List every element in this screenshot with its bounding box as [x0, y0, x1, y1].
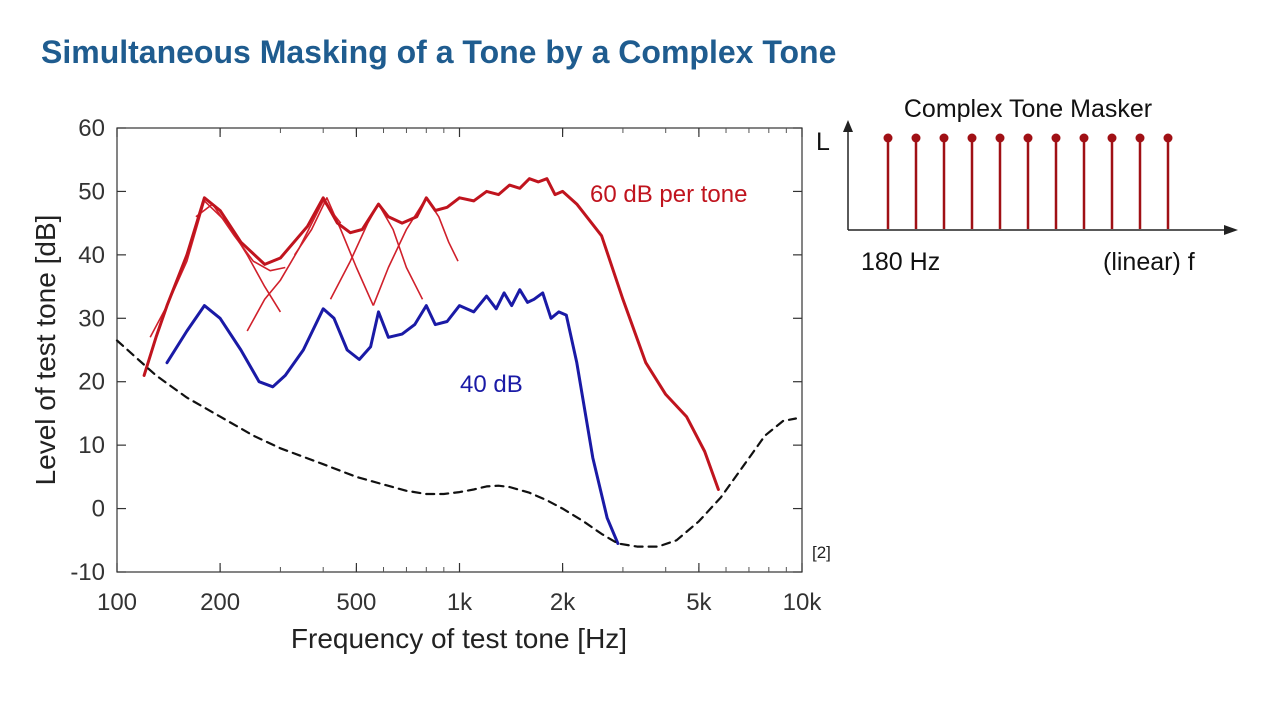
inset-y-label: L: [816, 128, 830, 156]
y-tick-label: 20: [78, 369, 105, 396]
masking-branch-line: [329, 203, 424, 300]
x-tick-label: 100: [97, 589, 137, 616]
harmonic-dot: [995, 133, 1005, 143]
y-tick-label: 50: [78, 178, 105, 205]
series-layer: [115, 177, 798, 548]
reference-label: [2]: [812, 543, 831, 562]
x-axis-ticks: 100 200 500 1k 2k 5k 10k: [97, 128, 822, 616]
inset-start-label: 180 Hz: [861, 248, 940, 276]
inset-x-arrow-icon: [1224, 225, 1238, 235]
series-40db-line: [165, 288, 620, 545]
series-60db-line: [142, 177, 720, 491]
harmonic-dot: [911, 133, 921, 143]
x-axis-label: Frequency of test tone [Hz]: [291, 623, 627, 654]
y-tick-label: -10: [70, 559, 105, 586]
harmonic-dot: [967, 133, 977, 143]
x-tick-label: 200: [200, 589, 240, 616]
x-tick-label: 500: [336, 589, 376, 616]
annotation-40db: 40 dB: [460, 371, 523, 398]
threshold-in-quiet-line: [115, 339, 798, 548]
x-tick-label: 1k: [447, 589, 473, 616]
slide-title: Simultaneous Masking of a Tone by a Comp…: [41, 34, 837, 70]
inset-harmonics: [883, 133, 1173, 229]
masking-branch-line: [149, 200, 282, 338]
inset-complex-tone: Complex Tone Masker L 180 Hz (linear) f: [816, 95, 1238, 276]
x-tick-label: 10k: [783, 589, 823, 616]
inset-title: Complex Tone Masker: [904, 95, 1152, 123]
inset-y-arrow-icon: [843, 120, 853, 132]
harmonic-dot: [939, 133, 949, 143]
masking-branch-line: [195, 203, 286, 272]
x-tick-label: 5k: [686, 589, 712, 616]
y-tick-label: 60: [78, 115, 105, 142]
y-tick-label: 10: [78, 432, 105, 459]
harmonic-dot: [1135, 133, 1145, 143]
inset-x-label: (linear) f: [1103, 248, 1195, 276]
harmonic-dot: [1163, 133, 1173, 143]
y-axis-ticks: 60 50 40 30 20 10 0 -10: [70, 115, 802, 586]
y-axis-label: Level of test tone [dB]: [30, 215, 61, 486]
harmonic-dot: [1079, 133, 1089, 143]
y-tick-label: 0: [92, 496, 105, 523]
harmonic-dot: [1051, 133, 1061, 143]
harmonic-dot: [1107, 133, 1117, 143]
harmonic-dot: [1023, 133, 1033, 143]
y-tick-label: 40: [78, 242, 105, 269]
y-tick-label: 30: [78, 305, 105, 332]
annotation-60db: 60 dB per tone: [590, 181, 747, 208]
x-tick-label: 2k: [550, 589, 576, 616]
harmonic-dot: [883, 133, 893, 143]
